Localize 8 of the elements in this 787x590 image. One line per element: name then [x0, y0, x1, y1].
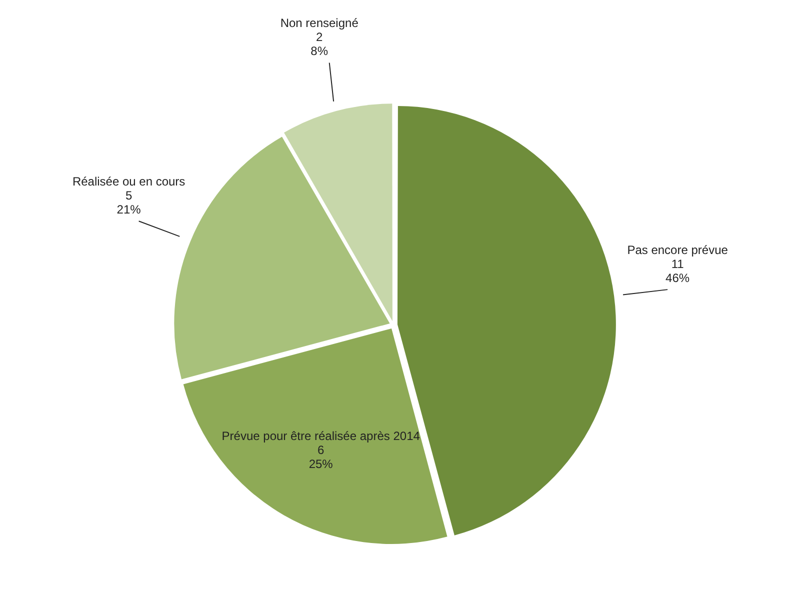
- data-label: 2 8%: [310, 30, 328, 58]
- data-label: 11 46%: [666, 256, 690, 285]
- slice-label: Prévue pour être réalisée après 2014: [222, 429, 420, 444]
- slice-label: Pas encore prévue: [627, 242, 728, 257]
- slice-label: Non renseigné: [280, 16, 359, 30]
- data-label: 5 21%: [116, 188, 142, 216]
- slice-label: Réalisée ou en cours: [72, 174, 186, 188]
- data-label: 6 25%: [308, 443, 334, 472]
